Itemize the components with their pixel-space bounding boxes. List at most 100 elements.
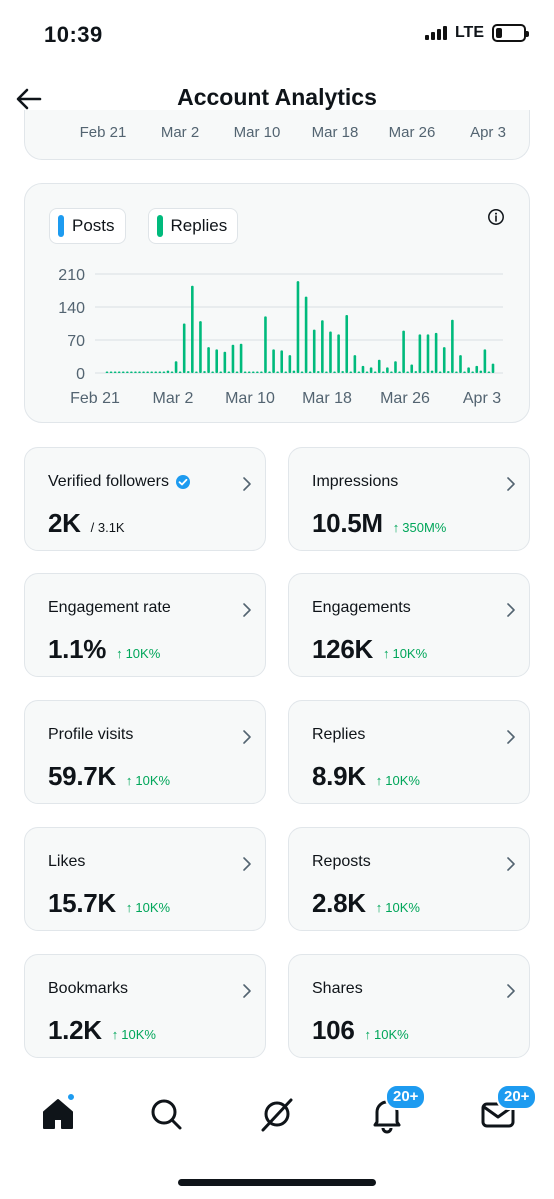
metric-delta-value: 10K%	[135, 900, 171, 915]
replies-bar	[260, 371, 263, 373]
x-tick-label: Mar 26	[380, 390, 430, 407]
replies-bar	[121, 371, 125, 373]
metric-delta-value: 350M%	[402, 520, 447, 535]
replies-bar	[138, 371, 141, 373]
metric-delta: ↑ 10K%	[126, 900, 170, 915]
replies-bar	[219, 371, 223, 373]
replies-bar	[475, 365, 479, 373]
metric-value-row: 106 ↑ 10K%	[312, 1015, 409, 1046]
replies-bar	[390, 371, 393, 373]
replies-bar	[223, 351, 227, 373]
metric-label: Replies	[312, 726, 366, 743]
status-bar: 10:39 LTE	[0, 0, 554, 70]
back-arrow-icon[interactable]	[14, 84, 44, 114]
tick-label: Mar 10	[233, 124, 281, 141]
metric-delta-value: 10K%	[135, 773, 171, 788]
messages-badge: 20+	[496, 1084, 538, 1110]
replies-bar	[491, 363, 495, 373]
nav-grok[interactable]	[257, 1094, 297, 1134]
y-tick-label: 70	[67, 333, 85, 350]
arrow-up-icon: ↑	[364, 1027, 371, 1042]
arrow-up-icon: ↑	[375, 773, 383, 788]
replies-bar	[304, 296, 308, 373]
metric-total: / 3.1K	[90, 520, 125, 535]
replies-bar	[158, 371, 162, 373]
info-icon[interactable]	[487, 208, 505, 226]
metric-value-row: 2.8K ↑ 10K%	[312, 888, 420, 919]
metric-card-engagement-rate[interactable]: Engagement rate 1.1% ↑ 10K%	[24, 573, 266, 677]
replies-bar	[398, 371, 401, 373]
y-tick-label: 210	[58, 267, 85, 284]
metric-card-reposts[interactable]: Reposts 2.8K ↑ 10K%	[288, 827, 530, 931]
nav-notifications[interactable]: 20+	[367, 1084, 427, 1134]
metric-label: Engagement rate	[48, 599, 171, 616]
previous-chart-x-axis: Feb 21 Mar 2 Mar 10 Mar 18 Mar 26 Apr 3	[25, 124, 529, 144]
chevron-right-icon	[507, 477, 515, 491]
replies-bar	[373, 371, 377, 373]
nav-home[interactable]	[38, 1092, 78, 1134]
x-tick-label: Mar 18	[302, 390, 352, 407]
replies-bar	[361, 365, 365, 373]
metric-label: Impressions	[312, 473, 399, 490]
chevron-right-icon	[243, 477, 251, 491]
status-indicators: LTE	[424, 24, 529, 42]
replies-bar	[438, 371, 442, 373]
metric-delta-value: 10K%	[385, 900, 420, 915]
replies-bar	[264, 316, 267, 373]
notifications-badge: 20+	[385, 1084, 427, 1110]
replies-bar	[280, 350, 284, 373]
activity-chart: 210 140 70 0 Feb 21 Mar 2 Mar 10 Mar 18 Mar 26 Ap…	[58, 267, 503, 407]
replies-bar	[353, 355, 357, 373]
replies-bar	[207, 347, 210, 373]
metric-card-verified-followers[interactable]: Verified followers 2K / 3.1K	[24, 447, 266, 551]
metric-card-impressions[interactable]: Impressions 10.5M ↑ 350M%	[288, 447, 530, 551]
posts-swatch	[58, 215, 64, 237]
chevron-right-icon	[507, 603, 515, 617]
replies-bar	[316, 371, 320, 373]
replies-bar	[414, 371, 418, 373]
home-unread-dot	[66, 1092, 76, 1102]
metric-delta-value: 10K%	[125, 646, 161, 661]
replies-bar	[199, 321, 202, 373]
metric-value-row: 15.7K ↑ 10K%	[48, 888, 170, 919]
metric-delta: ↑ 10K%	[116, 646, 160, 661]
metric-label: Reposts	[312, 853, 371, 870]
page-title: Account Analytics	[177, 84, 377, 110]
legend-posts[interactable]: Posts	[49, 208, 126, 244]
metric-value: 59.7K	[48, 761, 116, 791]
nav-search[interactable]	[146, 1094, 186, 1134]
metric-value-row: 1.1% ↑ 10K%	[48, 634, 160, 665]
replies-bar	[272, 349, 275, 373]
metric-card-shares[interactable]: Shares 106 ↑ 10K%	[288, 954, 530, 1058]
replies-swatch	[156, 215, 163, 237]
x-tick-label: Mar 2	[153, 390, 194, 407]
metric-card-engagements[interactable]: Engagements 126K ↑ 10K%	[288, 573, 530, 677]
legend-replies[interactable]: Replies	[147, 208, 239, 244]
replies-bar	[268, 371, 271, 373]
home-icon	[43, 1099, 73, 1129]
status-time: 10:39	[44, 22, 103, 47]
replies-bar	[377, 359, 381, 373]
metric-label: Bookmarks	[48, 980, 129, 997]
metric-card-profile-visits[interactable]: Profile visits 59.7K ↑ 10K%	[24, 700, 266, 804]
metric-delta-value: 10K%	[392, 646, 428, 661]
replies-bar	[247, 371, 251, 373]
replies-bar	[300, 371, 304, 373]
metric-label-row: Replies	[312, 726, 365, 744]
metric-card-replies[interactable]: Replies 8.9K ↑ 10K%	[288, 700, 530, 804]
replies-bar	[333, 371, 336, 373]
metric-value: 1.2K	[48, 1015, 102, 1045]
metric-card-likes[interactable]: Likes 15.7K ↑ 10K%	[24, 827, 266, 931]
metric-label-row: Verified followers	[48, 473, 191, 491]
replies-bar	[126, 371, 129, 373]
arrow-up-icon: ↑	[116, 646, 123, 661]
replies-bar	[312, 329, 316, 373]
battery-icon	[492, 24, 529, 42]
metric-card-bookmarks[interactable]: Bookmarks 1.2K ↑ 10K%	[24, 954, 266, 1058]
arrow-up-icon: ↑	[375, 900, 383, 915]
nav-messages[interactable]: 20+	[478, 1084, 538, 1134]
metric-delta: ↑ 350M%	[393, 520, 447, 535]
metric-label-row: Profile visits	[48, 726, 133, 744]
metric-value: 15.7K	[48, 888, 116, 918]
replies-bar	[357, 371, 361, 373]
